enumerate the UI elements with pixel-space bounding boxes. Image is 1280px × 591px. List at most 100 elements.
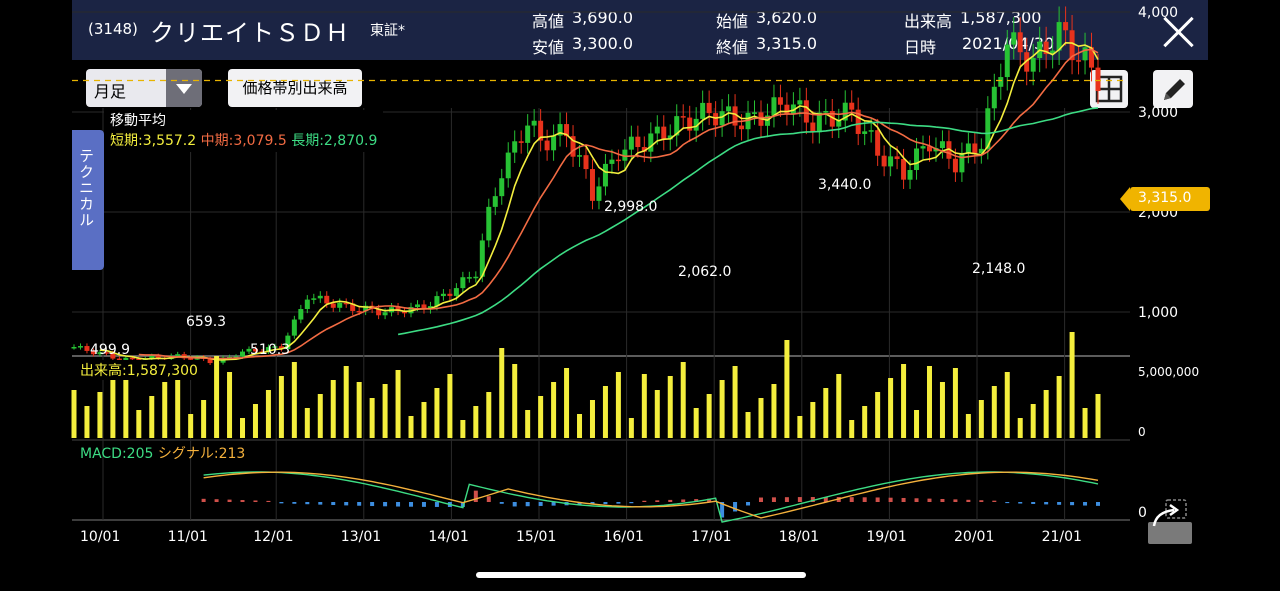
volume-bar bbox=[278, 376, 284, 438]
macd-histogram-bar bbox=[888, 497, 893, 502]
candle-body bbox=[589, 169, 595, 201]
candle-body bbox=[680, 116, 686, 118]
macd-histogram-bar bbox=[849, 497, 854, 502]
macd-histogram-bar bbox=[266, 500, 271, 502]
technical-tab[interactable]: テクニカル bbox=[72, 130, 104, 270]
volume-tick-label: 5,000,000 bbox=[1138, 365, 1199, 379]
macd-histogram-bar bbox=[1018, 502, 1023, 504]
macd-histogram-bar bbox=[862, 497, 867, 502]
candle-body bbox=[1063, 22, 1069, 31]
candle-body bbox=[505, 152, 511, 179]
rotate-screen-button[interactable] bbox=[1146, 498, 1194, 546]
macd-histogram-bar bbox=[486, 496, 491, 502]
volume-bar bbox=[1017, 418, 1023, 438]
volume-by-price-button[interactable]: 価格帯別出来高 bbox=[228, 69, 362, 107]
candle-body bbox=[875, 130, 881, 156]
macd-histogram-bar bbox=[1005, 502, 1010, 504]
candle-body bbox=[175, 354, 181, 356]
volume-bar bbox=[823, 388, 829, 438]
open-value: 3,620.0 bbox=[756, 8, 818, 27]
ma-short-line bbox=[99, 41, 1099, 361]
macd-histogram-bar bbox=[525, 502, 530, 507]
candle-body bbox=[777, 97, 783, 105]
volume-bar bbox=[123, 364, 129, 438]
macd-line bbox=[203, 471, 1099, 523]
macd-histogram-bar bbox=[1083, 502, 1088, 506]
moving-average-legend: 移動平均 短期:3,557.2 中期:3,079.5 長期:2,870.9 bbox=[104, 110, 384, 152]
candle-body bbox=[641, 147, 647, 152]
candle-body bbox=[90, 350, 96, 355]
volume-bar bbox=[317, 394, 323, 438]
candle-body bbox=[330, 303, 336, 308]
ma-long-value: 長期:2,870.9 bbox=[291, 133, 378, 149]
volume-bar bbox=[252, 404, 258, 438]
candle-body bbox=[790, 104, 796, 114]
volume-bar bbox=[214, 356, 220, 438]
volume-bar bbox=[525, 410, 531, 438]
datetime-value: 2021/04/30 bbox=[962, 34, 1055, 53]
volume-value: 1,587,300 bbox=[960, 8, 1042, 27]
candle-body bbox=[486, 206, 492, 241]
ma-mid-line bbox=[138, 48, 1099, 360]
candle-body bbox=[1069, 30, 1075, 61]
volume-bar bbox=[447, 374, 453, 438]
candle-body bbox=[1011, 32, 1017, 45]
period-value: 月足 bbox=[94, 82, 127, 101]
last-price-value: 3,315.0 bbox=[1138, 190, 1192, 206]
macd-histogram-bar bbox=[797, 497, 802, 502]
candle-body bbox=[77, 346, 83, 348]
close-value: 3,315.0 bbox=[756, 34, 818, 53]
macd-histogram-bar bbox=[758, 497, 763, 502]
home-indicator bbox=[476, 572, 806, 578]
ma-legend-title: 移動平均 bbox=[110, 113, 166, 129]
candle-body bbox=[1024, 52, 1030, 72]
candle-body bbox=[706, 102, 712, 114]
macd-histogram-bar bbox=[512, 502, 517, 507]
macd-histogram-bar bbox=[603, 502, 608, 505]
candle-body bbox=[434, 296, 440, 307]
candle-body bbox=[123, 357, 129, 360]
candle-body bbox=[868, 130, 874, 132]
volume-bar bbox=[1082, 408, 1088, 438]
candle-body bbox=[920, 146, 926, 149]
volume-bar bbox=[538, 396, 544, 438]
candle-body bbox=[914, 148, 920, 171]
x-tick-label: 12/01 bbox=[253, 529, 293, 545]
candle-body bbox=[233, 356, 239, 358]
open-label: 始値 bbox=[716, 12, 749, 31]
macd-histogram-bar bbox=[940, 498, 945, 502]
macd-histogram-bar bbox=[292, 502, 297, 504]
period-select[interactable]: 月足 bbox=[86, 69, 202, 107]
macd-histogram-bar bbox=[421, 502, 426, 507]
volume-bar bbox=[939, 382, 945, 438]
x-tick-label: 15/01 bbox=[516, 529, 556, 545]
candle-body bbox=[207, 358, 213, 364]
macd-histogram-bar bbox=[810, 497, 815, 502]
high-value: 3,690.0 bbox=[572, 8, 634, 27]
macd-histogram-bar bbox=[1031, 502, 1036, 504]
low-label: 安値 bbox=[532, 38, 565, 57]
volume-bar bbox=[732, 366, 738, 438]
volume-bar bbox=[641, 374, 647, 438]
candle-body bbox=[518, 141, 524, 143]
macd-histogram-bar bbox=[927, 498, 932, 502]
candle-body bbox=[654, 126, 660, 134]
candle-body bbox=[810, 122, 816, 133]
volume-bar bbox=[1056, 376, 1062, 438]
macd-histogram-bar bbox=[201, 498, 206, 502]
volume-bar bbox=[84, 406, 90, 438]
volume-bar bbox=[395, 370, 401, 438]
candle-body bbox=[907, 170, 913, 180]
candle-body bbox=[402, 311, 408, 314]
chevron-down-icon[interactable] bbox=[166, 69, 202, 107]
draw-button[interactable] bbox=[1153, 70, 1193, 108]
candle-body bbox=[291, 319, 297, 336]
candle-body bbox=[849, 102, 855, 110]
volume-bar bbox=[901, 364, 907, 438]
candle-body bbox=[823, 111, 829, 113]
macd-histogram-bar bbox=[655, 500, 660, 502]
candle-body bbox=[842, 102, 848, 121]
x-tick-label: 13/01 bbox=[341, 529, 381, 545]
candle-body bbox=[622, 149, 628, 161]
